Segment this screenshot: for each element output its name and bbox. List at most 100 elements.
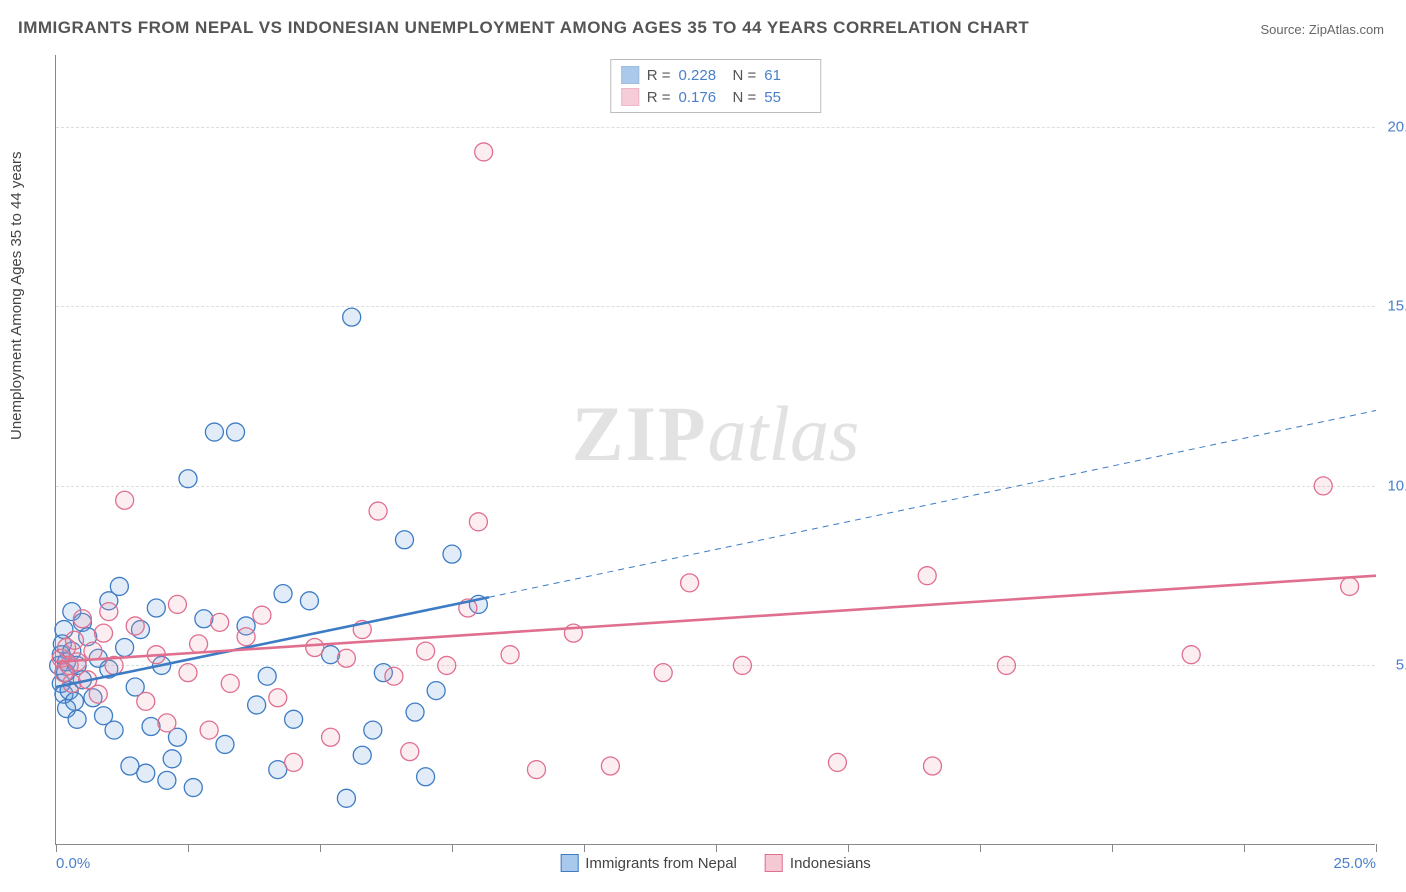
- data-point: [163, 750, 181, 768]
- data-point: [200, 721, 218, 739]
- data-point: [158, 714, 176, 732]
- data-point: [137, 692, 155, 710]
- data-point: [654, 664, 672, 682]
- data-point: [100, 603, 118, 621]
- data-point: [417, 768, 435, 786]
- y-tick-label: 5.0%: [1396, 657, 1406, 674]
- data-point: [733, 656, 751, 674]
- data-point: [126, 617, 144, 635]
- data-point: [997, 656, 1015, 674]
- data-point: [258, 667, 276, 685]
- data-point: [1341, 577, 1359, 595]
- data-point: [158, 771, 176, 789]
- data-point: [438, 656, 456, 674]
- data-point: [221, 674, 239, 692]
- data-point: [179, 664, 197, 682]
- data-point: [68, 710, 86, 728]
- data-point: [274, 585, 292, 603]
- data-point: [527, 761, 545, 779]
- legend-swatch-indonesian: [765, 854, 783, 872]
- data-point: [1314, 477, 1332, 495]
- data-point: [110, 577, 128, 595]
- data-point: [184, 779, 202, 797]
- data-point: [353, 746, 371, 764]
- swatch-nepal: [621, 66, 639, 84]
- plot-area: ZIPatlas 5.0%10.0%15.0%20.0% 0.0%25.0% R…: [55, 55, 1375, 845]
- data-point: [828, 753, 846, 771]
- y-tick-label: 15.0%: [1387, 298, 1406, 315]
- r-value-nepal: 0.228: [679, 67, 725, 84]
- series-legend: Immigrants from Nepal Indonesians: [560, 854, 871, 872]
- legend-swatch-nepal: [560, 854, 578, 872]
- chart-svg: [56, 55, 1375, 844]
- data-point: [475, 143, 493, 161]
- chart-title: IMMIGRANTS FROM NEPAL VS INDONESIAN UNEM…: [18, 18, 1029, 38]
- data-point: [395, 531, 413, 549]
- source-attribution: Source: ZipAtlas.com: [1260, 22, 1384, 37]
- data-point: [73, 610, 91, 628]
- data-point: [285, 753, 303, 771]
- r-label: R =: [647, 67, 671, 84]
- n-value-indonesian: 55: [764, 89, 810, 106]
- data-point: [237, 628, 255, 646]
- data-point: [195, 610, 213, 628]
- r-label: R =: [647, 89, 671, 106]
- data-point: [269, 689, 287, 707]
- data-point: [105, 721, 123, 739]
- data-point: [364, 721, 382, 739]
- data-point: [443, 545, 461, 563]
- data-point: [681, 574, 699, 592]
- data-point: [65, 692, 83, 710]
- data-point: [1182, 646, 1200, 664]
- data-point: [227, 423, 245, 441]
- data-point: [285, 710, 303, 728]
- r-value-indonesian: 0.176: [679, 89, 725, 106]
- legend-item-nepal: Immigrants from Nepal: [560, 854, 737, 872]
- correlation-row-indonesian: R = 0.176 N = 55: [621, 86, 811, 108]
- x-tick-label: 25.0%: [1333, 855, 1376, 872]
- data-point: [216, 735, 234, 753]
- legend-label-nepal: Immigrants from Nepal: [585, 855, 737, 872]
- legend-label-indonesian: Indonesians: [790, 855, 871, 872]
- data-point: [65, 631, 83, 649]
- data-point: [427, 682, 445, 700]
- data-point: [401, 743, 419, 761]
- data-point: [337, 789, 355, 807]
- y-axis-label: Unemployment Among Ages 35 to 44 years: [8, 151, 25, 440]
- data-point: [469, 513, 487, 531]
- data-point: [918, 567, 936, 585]
- data-point: [137, 764, 155, 782]
- data-point: [417, 642, 435, 660]
- data-point: [168, 595, 186, 613]
- n-label: N =: [733, 89, 757, 106]
- data-point: [89, 685, 107, 703]
- data-point: [406, 703, 424, 721]
- y-tick-label: 20.0%: [1387, 118, 1406, 135]
- y-tick-label: 10.0%: [1387, 477, 1406, 494]
- n-value-nepal: 61: [764, 67, 810, 84]
- data-point: [337, 649, 355, 667]
- data-point: [116, 491, 134, 509]
- data-point: [923, 757, 941, 775]
- data-point: [205, 423, 223, 441]
- data-point: [253, 606, 271, 624]
- correlation-legend: R = 0.228 N = 61 R = 0.176 N = 55: [610, 59, 822, 113]
- data-point: [116, 639, 134, 657]
- data-point: [147, 599, 165, 617]
- data-point: [501, 646, 519, 664]
- data-point: [211, 613, 229, 631]
- data-point: [343, 308, 361, 326]
- x-tick-label: 0.0%: [56, 855, 90, 872]
- data-point: [95, 624, 113, 642]
- swatch-indonesian: [621, 88, 639, 106]
- data-point: [84, 642, 102, 660]
- data-point: [248, 696, 266, 714]
- data-point: [369, 502, 387, 520]
- data-point: [601, 757, 619, 775]
- data-point: [300, 592, 318, 610]
- data-point: [142, 718, 160, 736]
- data-point: [190, 635, 208, 653]
- n-label: N =: [733, 67, 757, 84]
- legend-item-indonesian: Indonesians: [765, 854, 871, 872]
- data-point: [179, 470, 197, 488]
